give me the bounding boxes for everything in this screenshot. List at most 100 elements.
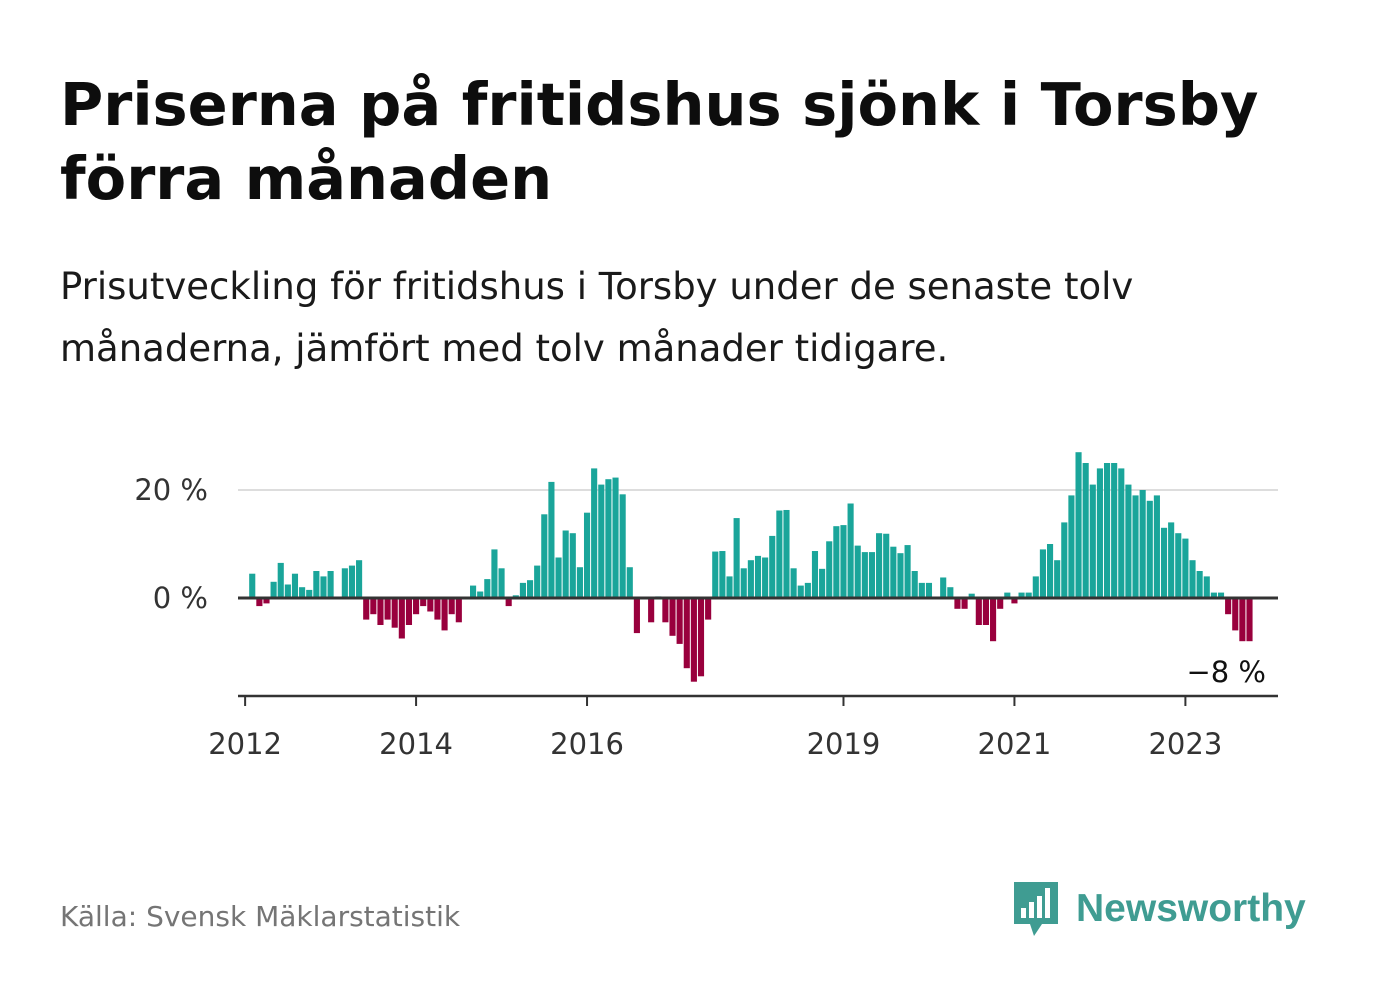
bar: [876, 533, 883, 598]
bar: [569, 533, 576, 598]
bar: [890, 546, 897, 598]
bar: [1146, 500, 1153, 598]
bar: [676, 598, 683, 644]
bars: [249, 452, 1253, 682]
bar: [505, 598, 512, 607]
bar: [1182, 538, 1189, 598]
bar: [897, 553, 904, 598]
bar: [747, 560, 754, 598]
bar: [1103, 463, 1111, 598]
bar: [377, 598, 384, 625]
bar: [555, 557, 562, 598]
bar: [413, 598, 420, 615]
bar: [797, 585, 804, 598]
bar: [548, 481, 555, 598]
bar: [583, 512, 591, 598]
bar: [904, 545, 911, 598]
chart-title: Priserna på fritidshus sjönk i Torsby fö…: [60, 70, 1259, 213]
bar: [1054, 560, 1061, 598]
bar: [612, 477, 619, 598]
bar: [633, 598, 640, 634]
bar: [598, 484, 605, 598]
bar: [883, 533, 890, 598]
bar: [868, 552, 876, 598]
bar: [1225, 598, 1232, 615]
bar: [1153, 495, 1160, 598]
chart-subtitle: Prisutveckling för fritidshus i Torsby u…: [60, 265, 1134, 370]
bar: [997, 598, 1004, 609]
bar: [975, 598, 982, 625]
bar: [954, 598, 961, 609]
bar: [605, 479, 612, 598]
bar: [270, 581, 277, 598]
x-tick-label: 2016: [550, 727, 624, 761]
bar: [1239, 598, 1246, 642]
bar: [477, 591, 484, 598]
bar: [1203, 576, 1210, 598]
bar: [1217, 592, 1225, 598]
bar: [1111, 463, 1118, 598]
bar: [284, 584, 291, 598]
bar: [1089, 484, 1096, 598]
bar: [420, 598, 427, 607]
bar: [313, 571, 320, 598]
bar: [277, 562, 284, 598]
bar: [811, 551, 819, 598]
bar: [1004, 592, 1011, 598]
bar: [826, 541, 833, 598]
brand-logo[interactable]: Newsworthy: [1010, 878, 1306, 940]
bar: [391, 598, 398, 628]
bar: [519, 582, 526, 598]
bar: [320, 576, 327, 598]
bar: [662, 598, 669, 623]
bar: [526, 580, 534, 598]
source-note: Källa: Svensk Mäklarstatistik: [60, 900, 461, 933]
bar: [740, 568, 747, 598]
bar: [1011, 598, 1018, 604]
y-tick-label: 20 %: [134, 473, 208, 507]
bar: [348, 565, 356, 598]
bar: [1132, 495, 1139, 598]
bar: [733, 518, 740, 598]
bar: [754, 555, 762, 598]
bar: [1068, 495, 1075, 598]
bar: [1160, 527, 1168, 598]
bar: [356, 560, 363, 598]
bar: [790, 568, 797, 598]
bar: [498, 568, 505, 598]
bar: [299, 587, 306, 598]
bar: [341, 568, 348, 598]
bar: [947, 587, 954, 598]
bar: [712, 551, 719, 598]
bar: [968, 593, 975, 598]
bar: [990, 598, 997, 642]
bar: [776, 510, 783, 598]
bar: [762, 557, 769, 598]
bar: [940, 577, 947, 598]
bar: [697, 598, 705, 677]
bar: [384, 598, 391, 620]
bar: [847, 503, 854, 598]
bar: [861, 552, 868, 598]
bar: [427, 598, 434, 612]
bar: [562, 530, 569, 598]
bar: [455, 598, 462, 623]
bar: [783, 509, 790, 598]
bar: [626, 567, 633, 598]
bar: [961, 598, 968, 609]
bar: [405, 598, 413, 625]
bar: [484, 579, 491, 598]
bar: [363, 598, 370, 620]
x-tick-label: 2012: [208, 727, 282, 761]
bar: [705, 598, 712, 620]
bar: [840, 525, 847, 598]
brand-name: Newsworthy: [1076, 887, 1306, 930]
bar: [683, 598, 690, 669]
bar: [398, 598, 405, 639]
axes: [238, 596, 1278, 706]
bar: [441, 598, 448, 631]
bar: [1025, 592, 1032, 598]
bar: [648, 598, 655, 623]
bar: [291, 573, 299, 598]
bar: [576, 567, 583, 598]
